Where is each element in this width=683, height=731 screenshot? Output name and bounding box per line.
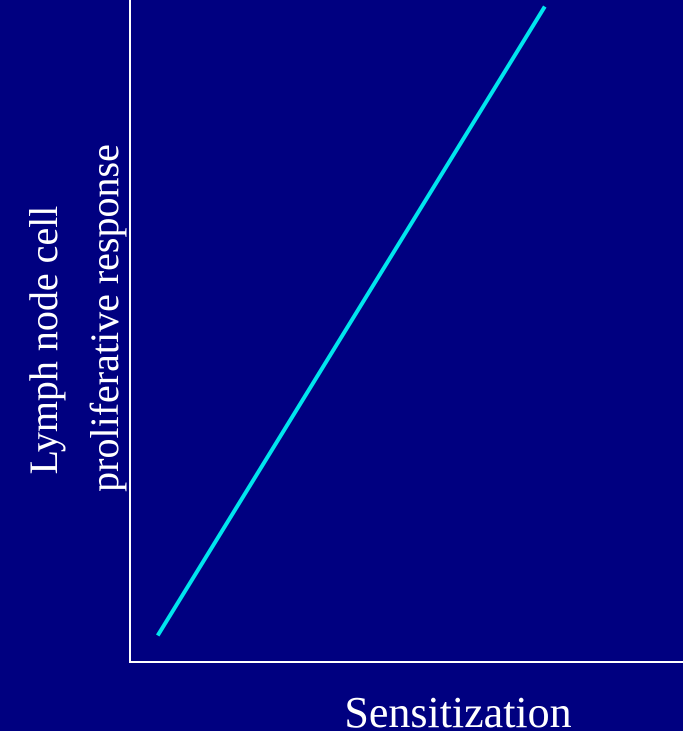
series-layer: [155, 5, 547, 637]
series-line-0: [155, 5, 547, 637]
x-axis-label: Sensitization: [344, 688, 571, 731]
y-axis-label-line-1: Lymph node cell: [21, 206, 66, 475]
y-axis-label-line-2: proliferative response: [82, 144, 127, 492]
